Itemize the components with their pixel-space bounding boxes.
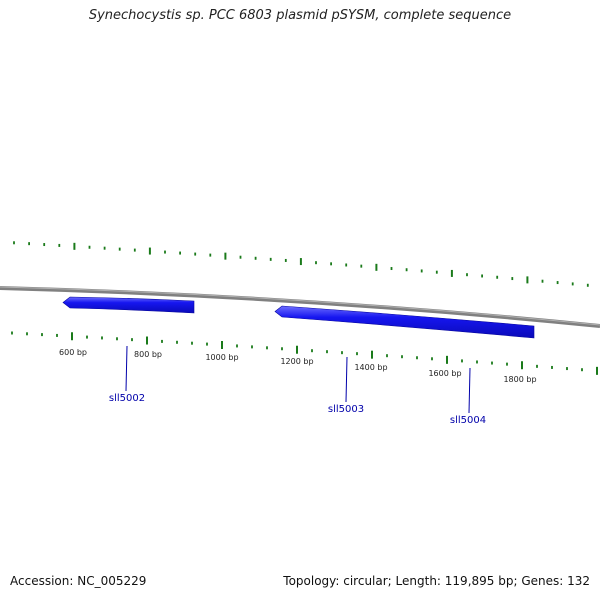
outer-tick-marks <box>13 241 589 287</box>
gene-label[interactable]: sll5004 <box>450 415 486 426</box>
page-title: Synechocystis sp. PCC 6803 plasmid pSYSM… <box>88 8 512 23</box>
gene-arrow-sll5003[interactable] <box>274 305 535 339</box>
gene-leader-line <box>468 367 471 414</box>
gene-track <box>62 296 535 339</box>
ruler-label: 600 bp <box>59 348 87 357</box>
ruler-label: 1200 bp <box>280 357 313 366</box>
ruler-label: 1400 bp <box>354 363 387 372</box>
accession-label: Accession: NC_005229 <box>10 574 147 588</box>
gene-label-track: sll5002 sll5003 sll5004 <box>109 345 486 426</box>
ruler-label: 1600 bp <box>428 369 461 378</box>
inner-tick-marks: 600 bp 800 bp 1000 bp 1200 bp 1400 bp 1600 bp… <box>11 331 598 384</box>
plasmid-backbone-highlight <box>0 286 600 326</box>
sequence-summary: Topology: circular; Length: 119,895 bp; … <box>283 574 590 588</box>
gene-arrow-sll5002[interactable] <box>62 296 195 314</box>
ruler-label: 1000 bp <box>205 353 238 362</box>
gene-leader-line <box>345 356 348 403</box>
gene-leader-line <box>125 345 128 392</box>
plasmid-backbone <box>0 286 600 328</box>
gene-label[interactable]: sll5002 <box>109 393 145 404</box>
ruler-label: 1800 bp <box>503 375 536 384</box>
ruler-label: 800 bp <box>134 350 162 359</box>
gene-label[interactable]: sll5003 <box>328 404 364 415</box>
